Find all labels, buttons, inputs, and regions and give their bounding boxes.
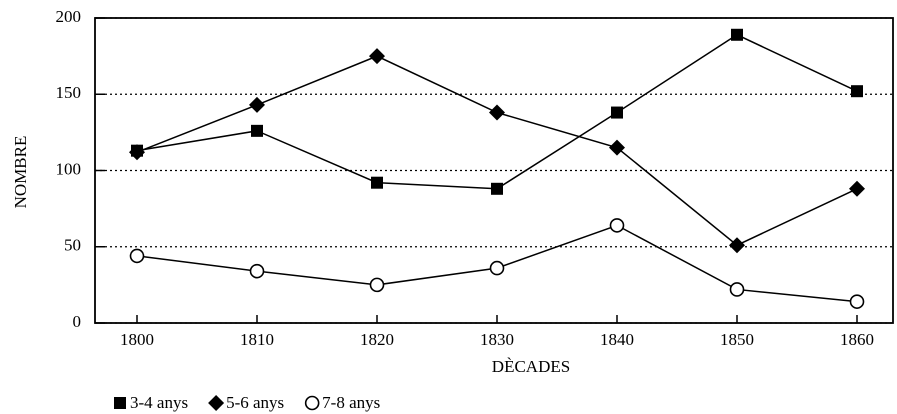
- legend-marker: [208, 395, 225, 411]
- marker: [849, 294, 865, 309]
- legend-marker: [114, 397, 126, 409]
- legend-label: 3-4 anys: [130, 393, 188, 412]
- marker: [491, 182, 503, 195]
- legend-label: 5-6 anys: [226, 393, 284, 412]
- marker: [371, 176, 383, 189]
- marker: [729, 237, 745, 254]
- x-tick-label: 1820: [360, 330, 394, 349]
- y-tick-label: 100: [56, 159, 82, 178]
- marker: [609, 218, 625, 233]
- marker: [249, 96, 265, 113]
- marker: [731, 28, 743, 41]
- x-tick-label: 1840: [600, 330, 634, 349]
- plot-frame: [94, 17, 894, 324]
- marker: [129, 248, 145, 264]
- marker: [489, 260, 505, 276]
- marker: [489, 104, 505, 121]
- y-tick-label: 0: [73, 312, 82, 331]
- legend-marker: [304, 395, 320, 411]
- y-tick-label: 200: [56, 7, 82, 26]
- y-tick-label: 50: [64, 236, 81, 255]
- x-tick-label: 1810: [240, 330, 274, 349]
- marker: [849, 180, 865, 197]
- y-axis-label: NOMBRE: [11, 136, 30, 209]
- marker: [129, 144, 145, 161]
- x-axis-label: DÈCADES: [492, 357, 570, 376]
- marker: [369, 48, 385, 65]
- x-tick-label: 1860: [840, 330, 874, 349]
- marker: [611, 106, 623, 119]
- series-line: [136, 55, 858, 247]
- x-tick-label: 1830: [480, 330, 514, 349]
- marker: [249, 263, 265, 279]
- y-tick-label: 150: [56, 83, 82, 102]
- marker: [729, 282, 745, 297]
- x-tick-label: 1850: [720, 330, 754, 349]
- x-tick-label: 1800: [120, 330, 154, 349]
- marker: [851, 85, 863, 98]
- marker: [609, 139, 625, 156]
- legend-label: 7-8 anys: [322, 393, 380, 412]
- marker: [251, 124, 263, 137]
- marker: [369, 277, 385, 293]
